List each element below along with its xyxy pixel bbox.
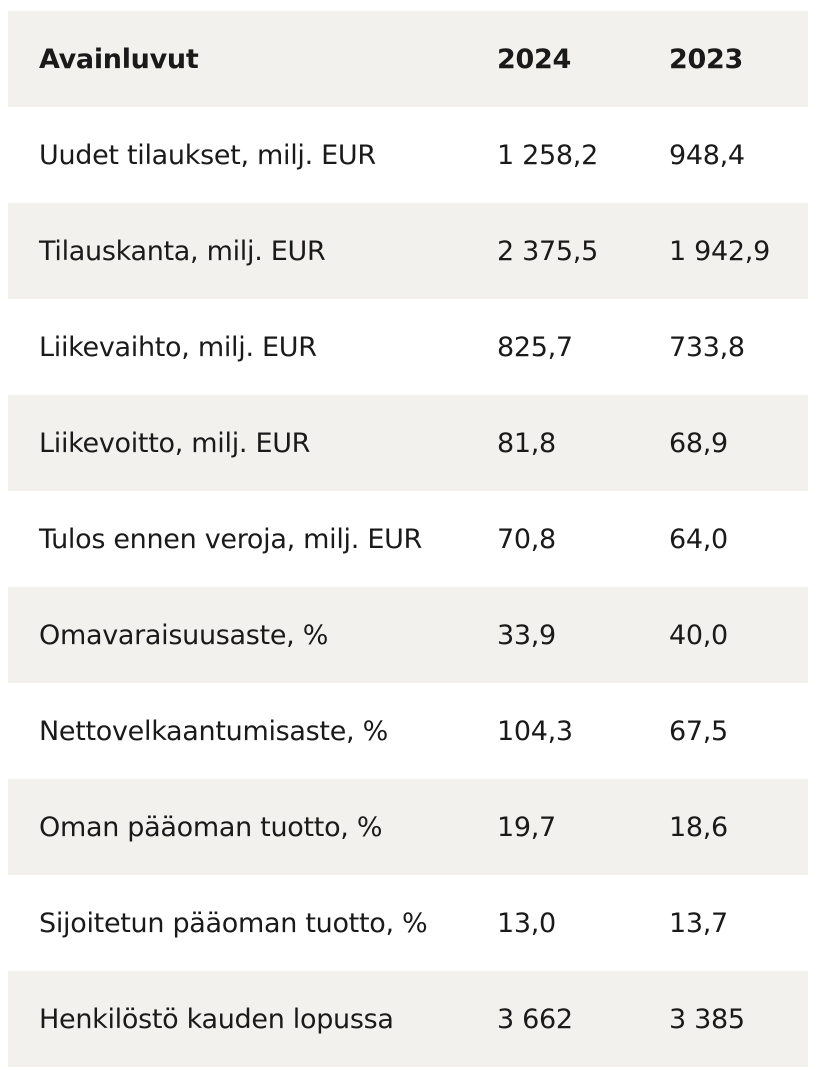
row-value-2023: 733,8: [669, 331, 745, 363]
row-label: Nettovelkaantumisaste, %: [39, 715, 388, 747]
table-row: Liikevaihto, milj. EUR 825,7 733,8: [8, 299, 808, 395]
table-row: Uudet tilaukset, milj. EUR 1 258,2 948,4: [8, 107, 808, 203]
row-value-2023: 67,5: [669, 715, 728, 747]
table-row: Tilauskanta, milj. EUR 2 375,5 1 942,9: [8, 203, 808, 299]
row-value-2023: 13,7: [669, 907, 728, 939]
row-label: Tilauskanta, milj. EUR: [39, 235, 326, 267]
table-row: Oman pääoman tuotto, % 19,7 18,6: [8, 779, 808, 875]
row-label: Oman pääoman tuotto, %: [39, 811, 383, 843]
row-value-2024: 825,7: [497, 331, 573, 363]
table-row: Sijoitetun pääoman tuotto, % 13,0 13,7: [8, 875, 808, 971]
table-row: Tulos ennen veroja, milj. EUR 70,8 64,0: [8, 491, 808, 587]
row-value-2024: 70,8: [497, 523, 556, 555]
table-row: Nettovelkaantumisaste, % 104,3 67,5: [8, 683, 808, 779]
table-row: Liikevoitto, milj. EUR 81,8 68,9: [8, 395, 808, 491]
key-figures-table: Avainluvut 2024 2023 Uudet tilaukset, mi…: [8, 11, 808, 1067]
header-year-2024: 2024: [497, 43, 571, 75]
row-value-2024: 13,0: [497, 907, 556, 939]
row-value-2024: 33,9: [497, 619, 556, 651]
row-value-2024: 19,7: [497, 811, 556, 843]
table-row: Omavaraisuusaste, % 33,9 40,0: [8, 587, 808, 683]
row-label: Henkilöstö kauden lopussa: [39, 1003, 394, 1035]
row-value-2024: 81,8: [497, 427, 556, 459]
row-value-2024: 2 375,5: [497, 235, 598, 267]
row-label: Sijoitetun pääoman tuotto, %: [39, 907, 428, 939]
row-label: Tulos ennen veroja, milj. EUR: [39, 523, 422, 555]
row-label: Liikevoitto, milj. EUR: [39, 427, 311, 459]
row-value-2024: 3 662: [497, 1003, 573, 1035]
table-header-row: Avainluvut 2024 2023: [8, 11, 808, 107]
row-label: Liikevaihto, milj. EUR: [39, 331, 317, 363]
table-row: Henkilöstö kauden lopussa 3 662 3 385: [8, 971, 808, 1067]
row-value-2023: 1 942,9: [669, 235, 770, 267]
row-value-2023: 64,0: [669, 523, 728, 555]
row-value-2023: 948,4: [669, 139, 745, 171]
row-value-2023: 40,0: [669, 619, 728, 651]
row-value-2023: 68,9: [669, 427, 728, 459]
header-year-2023: 2023: [669, 43, 743, 75]
row-label: Omavaraisuusaste, %: [39, 619, 329, 651]
row-value-2023: 18,6: [669, 811, 728, 843]
row-value-2024: 104,3: [497, 715, 573, 747]
row-label: Uudet tilaukset, milj. EUR: [39, 139, 376, 171]
row-value-2023: 3 385: [669, 1003, 745, 1035]
header-label: Avainluvut: [39, 43, 199, 75]
row-value-2024: 1 258,2: [497, 139, 598, 171]
